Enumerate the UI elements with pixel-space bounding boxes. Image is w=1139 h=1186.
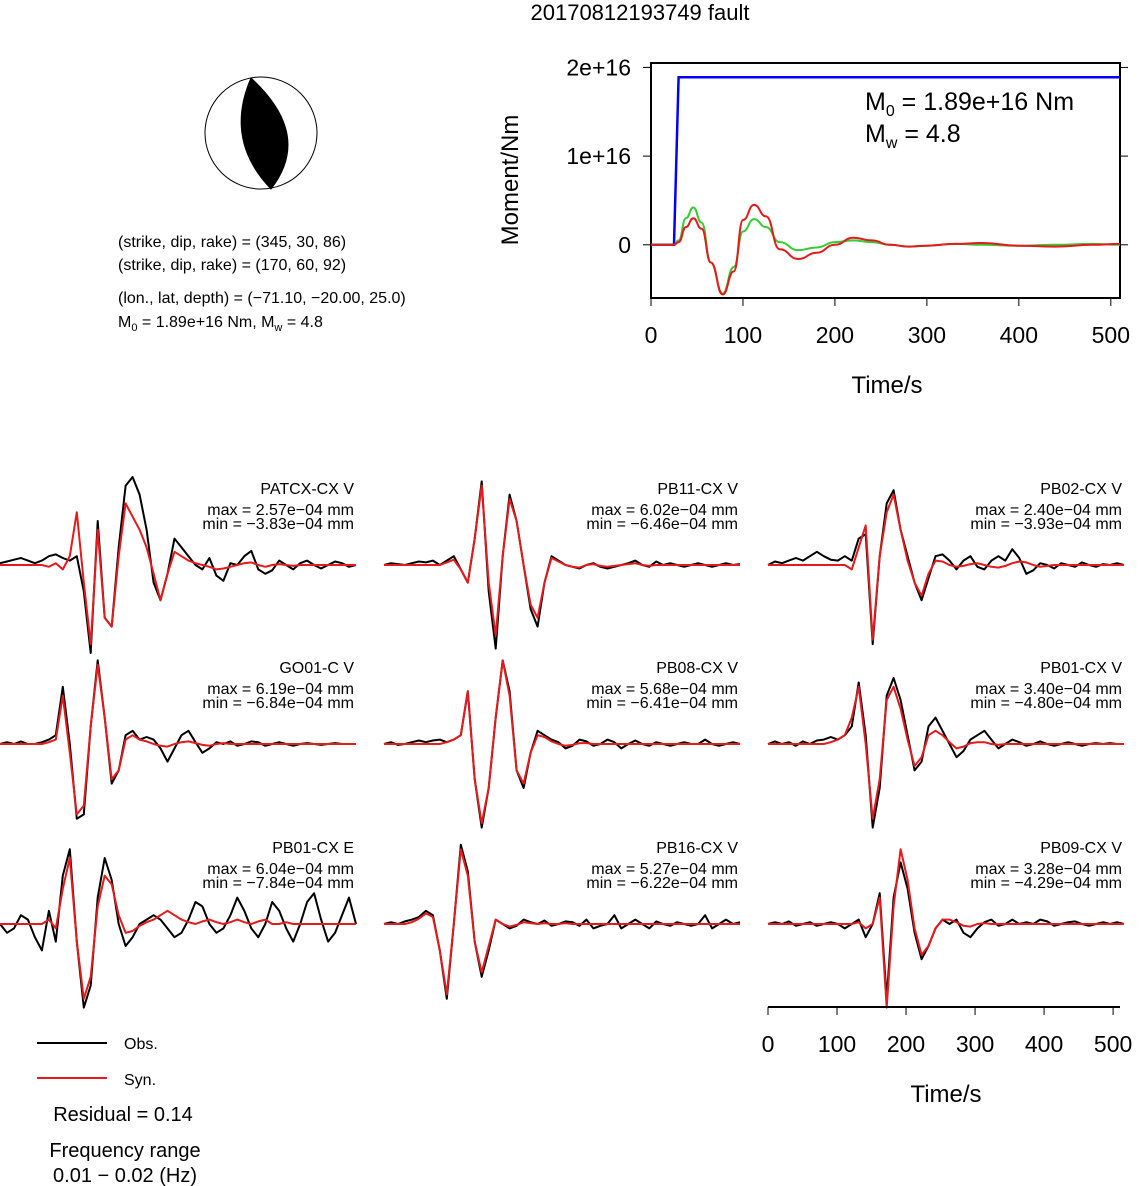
moment-ytick-label: 0 bbox=[618, 232, 631, 258]
max-amplitude-label: max = 6.04e−04 mm bbox=[207, 861, 354, 878]
moment-m0-label: M0 = 1.89e+16 Nm bbox=[865, 88, 1074, 120]
min-amplitude-label: min = −6.84e−04 mm bbox=[202, 695, 354, 712]
min-amplitude-label: min = −7.84e−04 mm bbox=[202, 875, 354, 892]
nodal-plane-2: (strike, dip, rake) = (170, 60, 92) bbox=[118, 257, 346, 274]
station-label: PB09-CX V bbox=[1040, 840, 1122, 857]
moment-mw-label: Mw = 4.8 bbox=[865, 120, 961, 152]
moment-ytick-label: 1e+16 bbox=[566, 143, 631, 169]
moment-xtick-label: 200 bbox=[816, 322, 854, 348]
station-label: PB11-CX V bbox=[657, 481, 738, 498]
min-amplitude-label: min = −4.80e−04 mm bbox=[970, 695, 1122, 712]
station-label: PB02-CX V bbox=[1040, 481, 1122, 498]
waveform-time-axis: 0 100 200 300 400 500 bbox=[762, 1006, 1132, 1057]
moment-rate-line-red bbox=[650, 203, 1121, 296]
moment-xlabel: Time/s bbox=[851, 372, 922, 399]
moment-xtick-label: 400 bbox=[1000, 322, 1038, 348]
max-amplitude-label: max = 5.27e−04 mm bbox=[591, 861, 738, 878]
nodal-plane-1: (strike, dip, rake) = (345, 30, 86) bbox=[118, 234, 346, 251]
station-label: GO01-C V bbox=[279, 660, 354, 677]
station-label: PB08-CX V bbox=[656, 660, 738, 677]
synthetic-trace bbox=[768, 848, 1124, 1009]
max-amplitude-label: max = 5.68e−04 mm bbox=[591, 681, 738, 698]
max-amplitude-label: max = 6.19e−04 mm bbox=[207, 681, 354, 698]
moment-rate-line-green bbox=[650, 206, 1121, 295]
frequency-range-value: 0.01 − 0.02 (Hz) bbox=[53, 1165, 197, 1186]
moment-ylabel: Moment/Nm bbox=[497, 115, 524, 246]
synthetic-trace bbox=[0, 663, 356, 816]
synthetic-trace bbox=[0, 502, 356, 646]
station-label: PB01-CX E bbox=[272, 840, 354, 857]
moment-chart: 0 100 200 300 400 500 0 1e+16 2e+16 M0 = 1.89e+1… bbox=[497, 54, 1130, 399]
synthetic-trace bbox=[0, 857, 356, 1000]
waveform-xlabel: Time/s bbox=[910, 1081, 981, 1108]
synthetic-trace bbox=[384, 659, 740, 825]
waveform-xtick-label: 400 bbox=[1025, 1031, 1063, 1057]
waveform-xtick-label: 100 bbox=[818, 1031, 856, 1057]
max-amplitude-label: max = 2.57e−04 mm bbox=[207, 502, 354, 519]
min-amplitude-label: min = −3.83e−04 mm bbox=[202, 516, 354, 533]
synthetic-trace bbox=[384, 848, 740, 996]
moment-magnitude-summary: M0 = 1.89e+16 Nm, Mw = 4.8 bbox=[118, 314, 323, 334]
synthetic-trace bbox=[768, 685, 1124, 820]
min-amplitude-label: min = −6.41e−04 mm bbox=[586, 695, 738, 712]
min-amplitude-label: min = −3.93e−04 mm bbox=[970, 516, 1122, 533]
legend-obs-label: Obs. bbox=[124, 1036, 158, 1053]
max-amplitude-label: max = 3.28e−04 mm bbox=[975, 861, 1122, 878]
station-label: PB16-CX V bbox=[656, 840, 738, 857]
legend: Obs. Syn. bbox=[37, 1036, 158, 1089]
moment-xtick-label: 500 bbox=[1092, 322, 1130, 348]
figure-title: 20170812193749 fault bbox=[531, 0, 750, 25]
waveform-xtick-label: 0 bbox=[762, 1031, 775, 1057]
waveform-xtick-label: 300 bbox=[956, 1031, 994, 1057]
event-location: (lon., lat, depth) = (−71.10, −20.00, 25… bbox=[118, 290, 406, 307]
frequency-range-label: Frequency range bbox=[49, 1140, 200, 1162]
moment-xtick-label: 300 bbox=[908, 322, 946, 348]
max-amplitude-label: max = 6.02e−04 mm bbox=[591, 502, 738, 519]
moment-ytick-label: 2e+16 bbox=[566, 54, 631, 80]
min-amplitude-label: min = −6.46e−04 mm bbox=[586, 516, 738, 533]
min-amplitude-label: min = −4.29e−04 mm bbox=[970, 875, 1122, 892]
waveform-xtick-label: 200 bbox=[887, 1031, 925, 1057]
residual-label: Residual = 0.14 bbox=[53, 1104, 193, 1126]
moment-plot-frame bbox=[650, 62, 1121, 299]
station-label: PATCX-CX V bbox=[260, 481, 354, 498]
station-label: PB01-CX V bbox=[1040, 660, 1122, 677]
beachball-icon bbox=[204, 76, 318, 190]
waveform-xtick-label: 500 bbox=[1094, 1031, 1132, 1057]
min-amplitude-label: min = −6.22e−04 mm bbox=[586, 875, 738, 892]
max-amplitude-label: max = 3.40e−04 mm bbox=[975, 681, 1122, 698]
max-amplitude-label: max = 2.40e−04 mm bbox=[975, 502, 1122, 519]
moment-xtick-label: 100 bbox=[724, 322, 762, 348]
synthetic-trace bbox=[768, 493, 1124, 641]
legend-syn-label: Syn. bbox=[124, 1072, 156, 1089]
moment-xtick-label: 0 bbox=[645, 322, 658, 348]
synthetic-trace bbox=[384, 484, 740, 637]
